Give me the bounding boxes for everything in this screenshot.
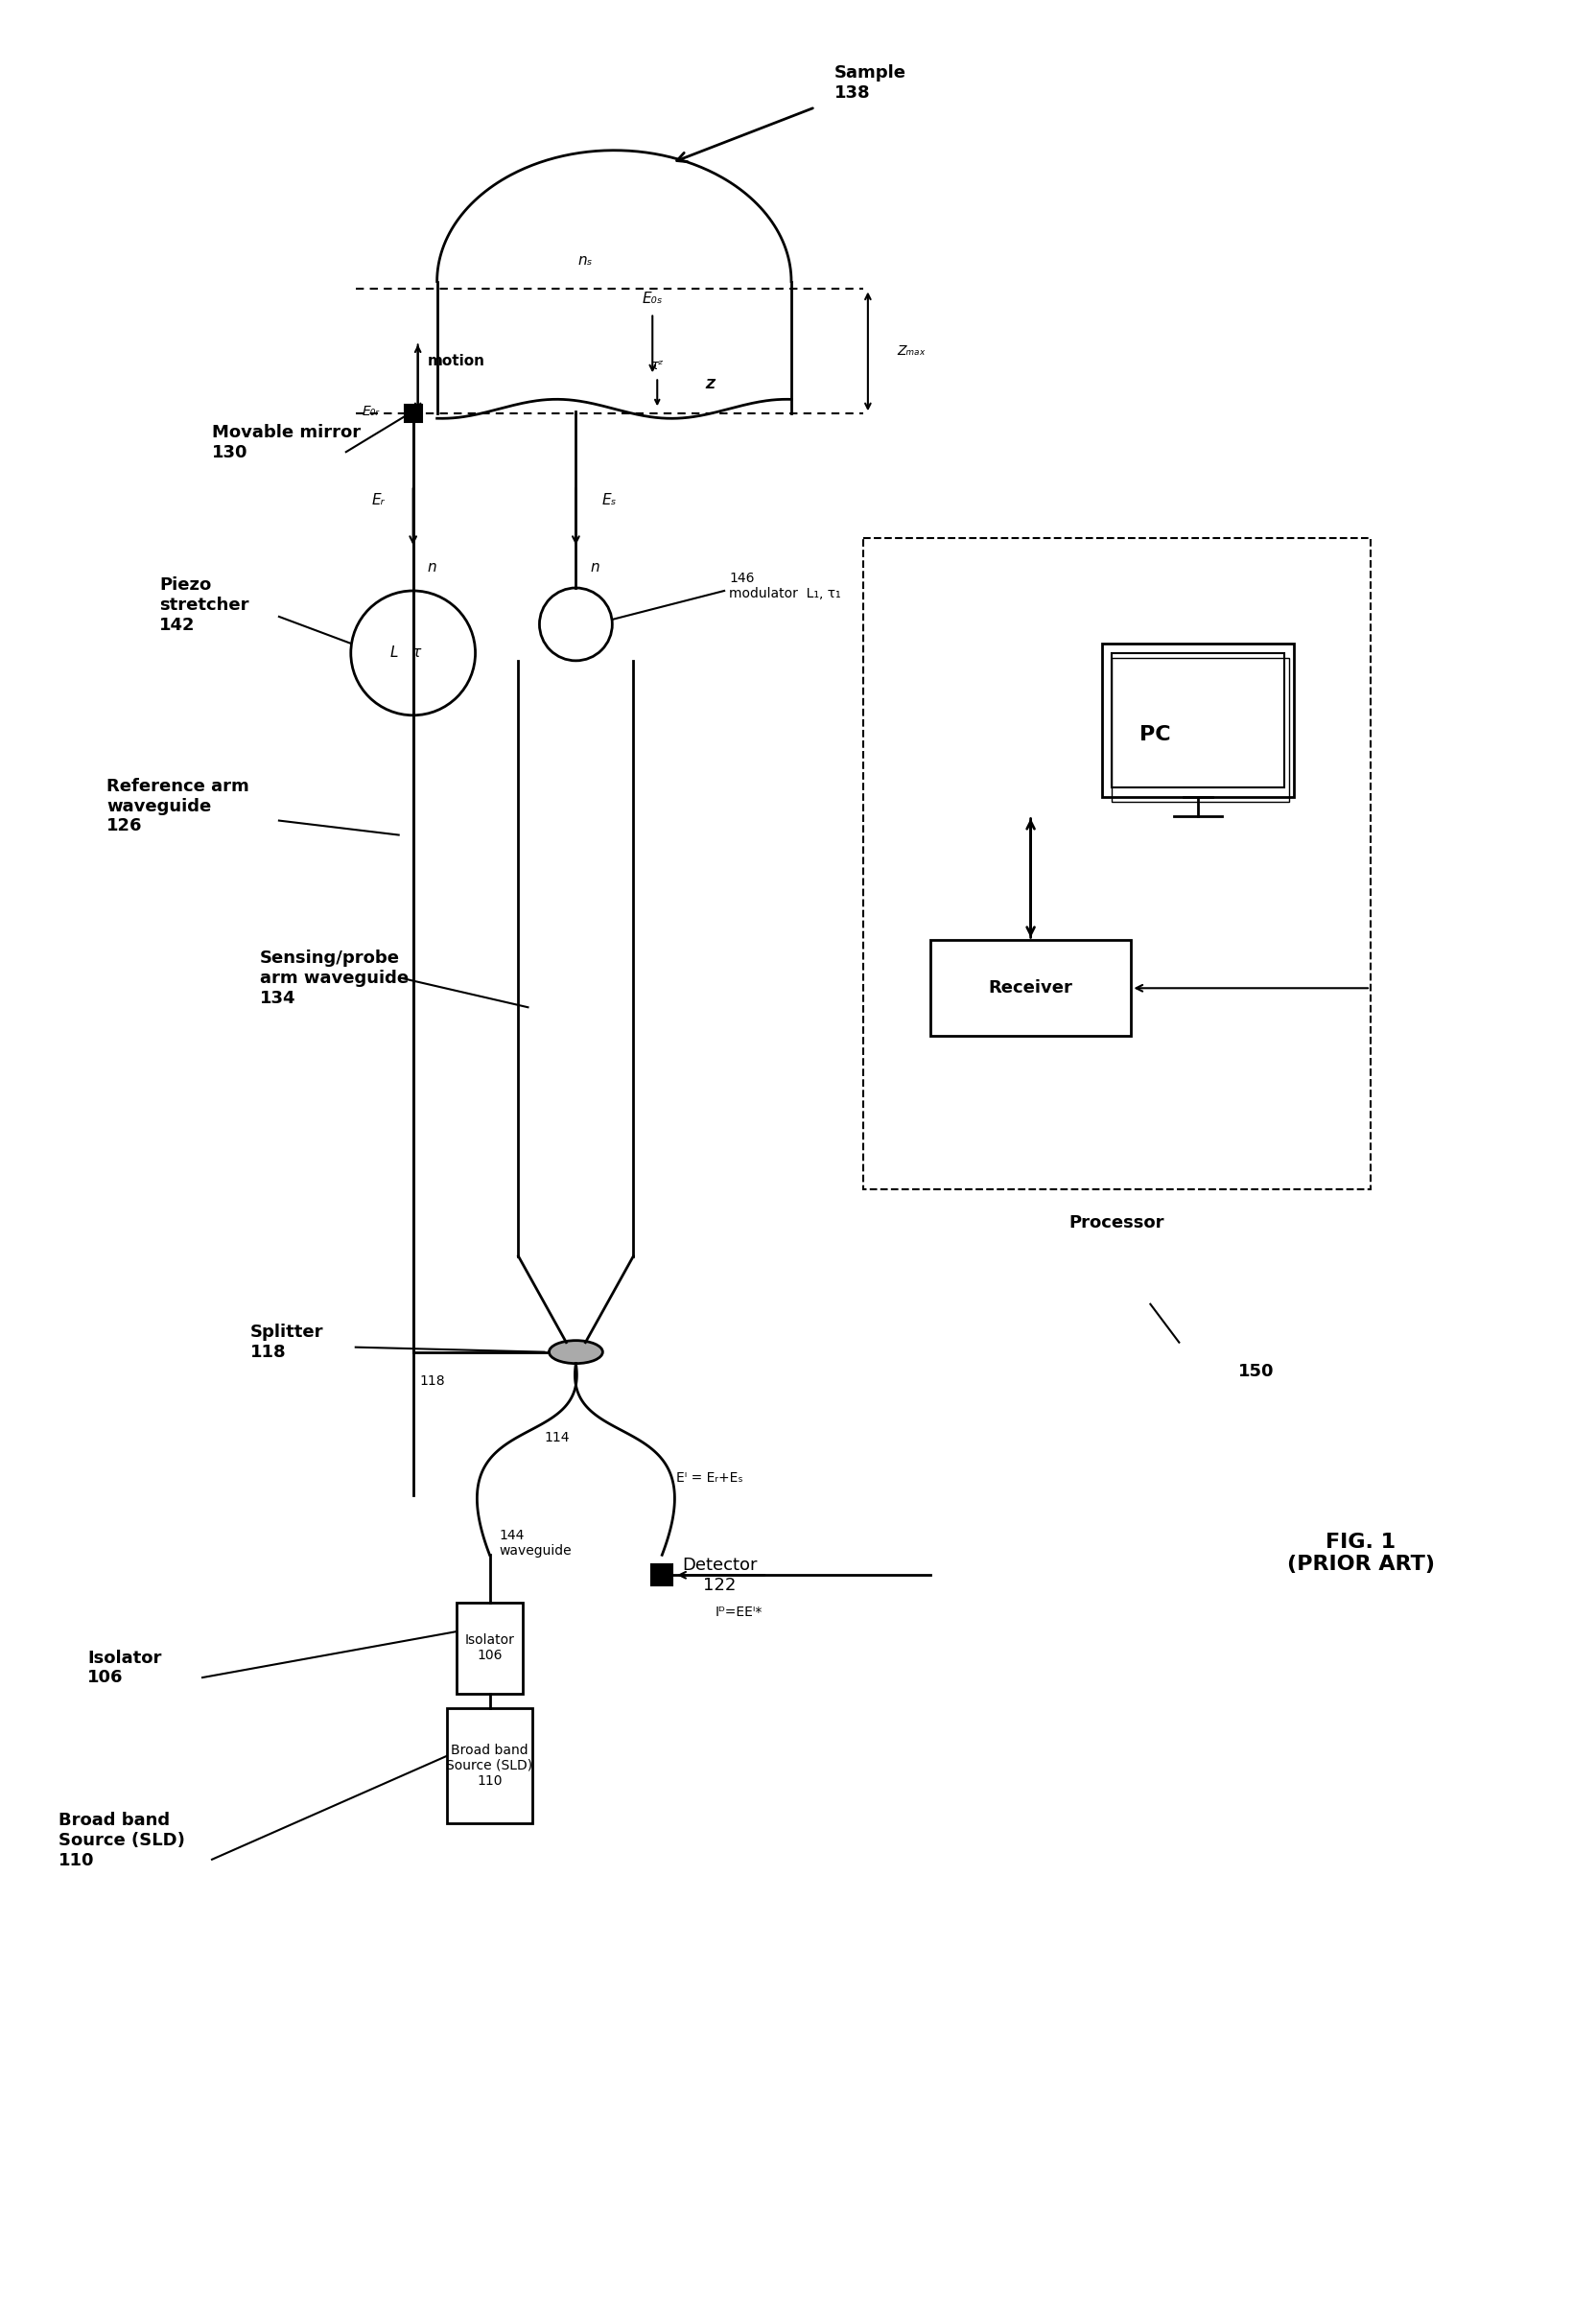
Bar <box>447 1707 533 1822</box>
Bar <box>651 1565 672 1586</box>
Text: Detector
122: Detector 122 <box>681 1556 757 1595</box>
Text: Receiver: Receiver <box>988 979 1073 997</box>
FancyBboxPatch shape <box>862 538 1369 1188</box>
Text: Eᵣ: Eᵣ <box>370 492 385 508</box>
Bar <box>404 404 421 423</box>
Text: FIG. 1
(PRIOR ART): FIG. 1 (PRIOR ART) <box>1286 1533 1435 1574</box>
Bar <box>456 1602 523 1694</box>
Text: nₛ: nₛ <box>578 253 592 267</box>
Text: Eᴵ = Eᵣ+Eₛ: Eᴵ = Eᵣ+Eₛ <box>677 1471 742 1485</box>
Text: 150: 150 <box>1237 1363 1274 1379</box>
Bar <box>1101 643 1293 797</box>
Text: Zₘₐₓ: Zₘₐₓ <box>897 345 924 358</box>
Text: Isolator
106: Isolator 106 <box>464 1634 514 1661</box>
Bar <box>929 940 1130 1036</box>
Text: Splitter
118: Splitter 118 <box>251 1324 324 1360</box>
Text: τᶻ: τᶻ <box>651 358 664 372</box>
Text: motion: motion <box>428 354 485 368</box>
Text: E₀ᵣ: E₀ᵣ <box>362 404 380 418</box>
Bar <box>1111 657 1288 802</box>
Text: L   τ: L τ <box>389 646 421 660</box>
Text: Broad band
Source (SLD)
110: Broad band Source (SLD) 110 <box>59 1811 185 1868</box>
Bar <box>1111 653 1283 788</box>
Text: Sample
138: Sample 138 <box>833 64 907 101</box>
Ellipse shape <box>549 1340 602 1363</box>
Text: 114: 114 <box>544 1432 570 1445</box>
Text: Isolator
106: Isolator 106 <box>88 1650 161 1687</box>
Text: Iᴰ=EEᴵ*: Iᴰ=EEᴵ* <box>715 1606 761 1620</box>
Text: Piezo
stretcher
142: Piezo stretcher 142 <box>160 577 249 634</box>
Text: Broad band
Source (SLD)
110: Broad band Source (SLD) 110 <box>447 1744 533 1788</box>
Text: Reference arm
waveguide
126: Reference arm waveguide 126 <box>107 777 249 834</box>
Text: 118: 118 <box>420 1374 445 1388</box>
Text: n: n <box>428 561 437 574</box>
Text: 144
waveguide: 144 waveguide <box>500 1528 571 1558</box>
Text: Z: Z <box>705 379 715 391</box>
Text: Processor: Processor <box>1068 1213 1163 1232</box>
Text: Sensing/probe
arm waveguide
134: Sensing/probe arm waveguide 134 <box>260 949 409 1007</box>
Text: E₀ₛ: E₀ₛ <box>642 292 662 306</box>
Text: Eₛ: Eₛ <box>602 492 616 508</box>
Text: 146
modulator  L₁, τ₁: 146 modulator L₁, τ₁ <box>729 572 841 600</box>
Text: PC: PC <box>1140 724 1170 745</box>
Text: Movable mirror
130: Movable mirror 130 <box>212 423 361 462</box>
Text: n: n <box>591 561 598 574</box>
